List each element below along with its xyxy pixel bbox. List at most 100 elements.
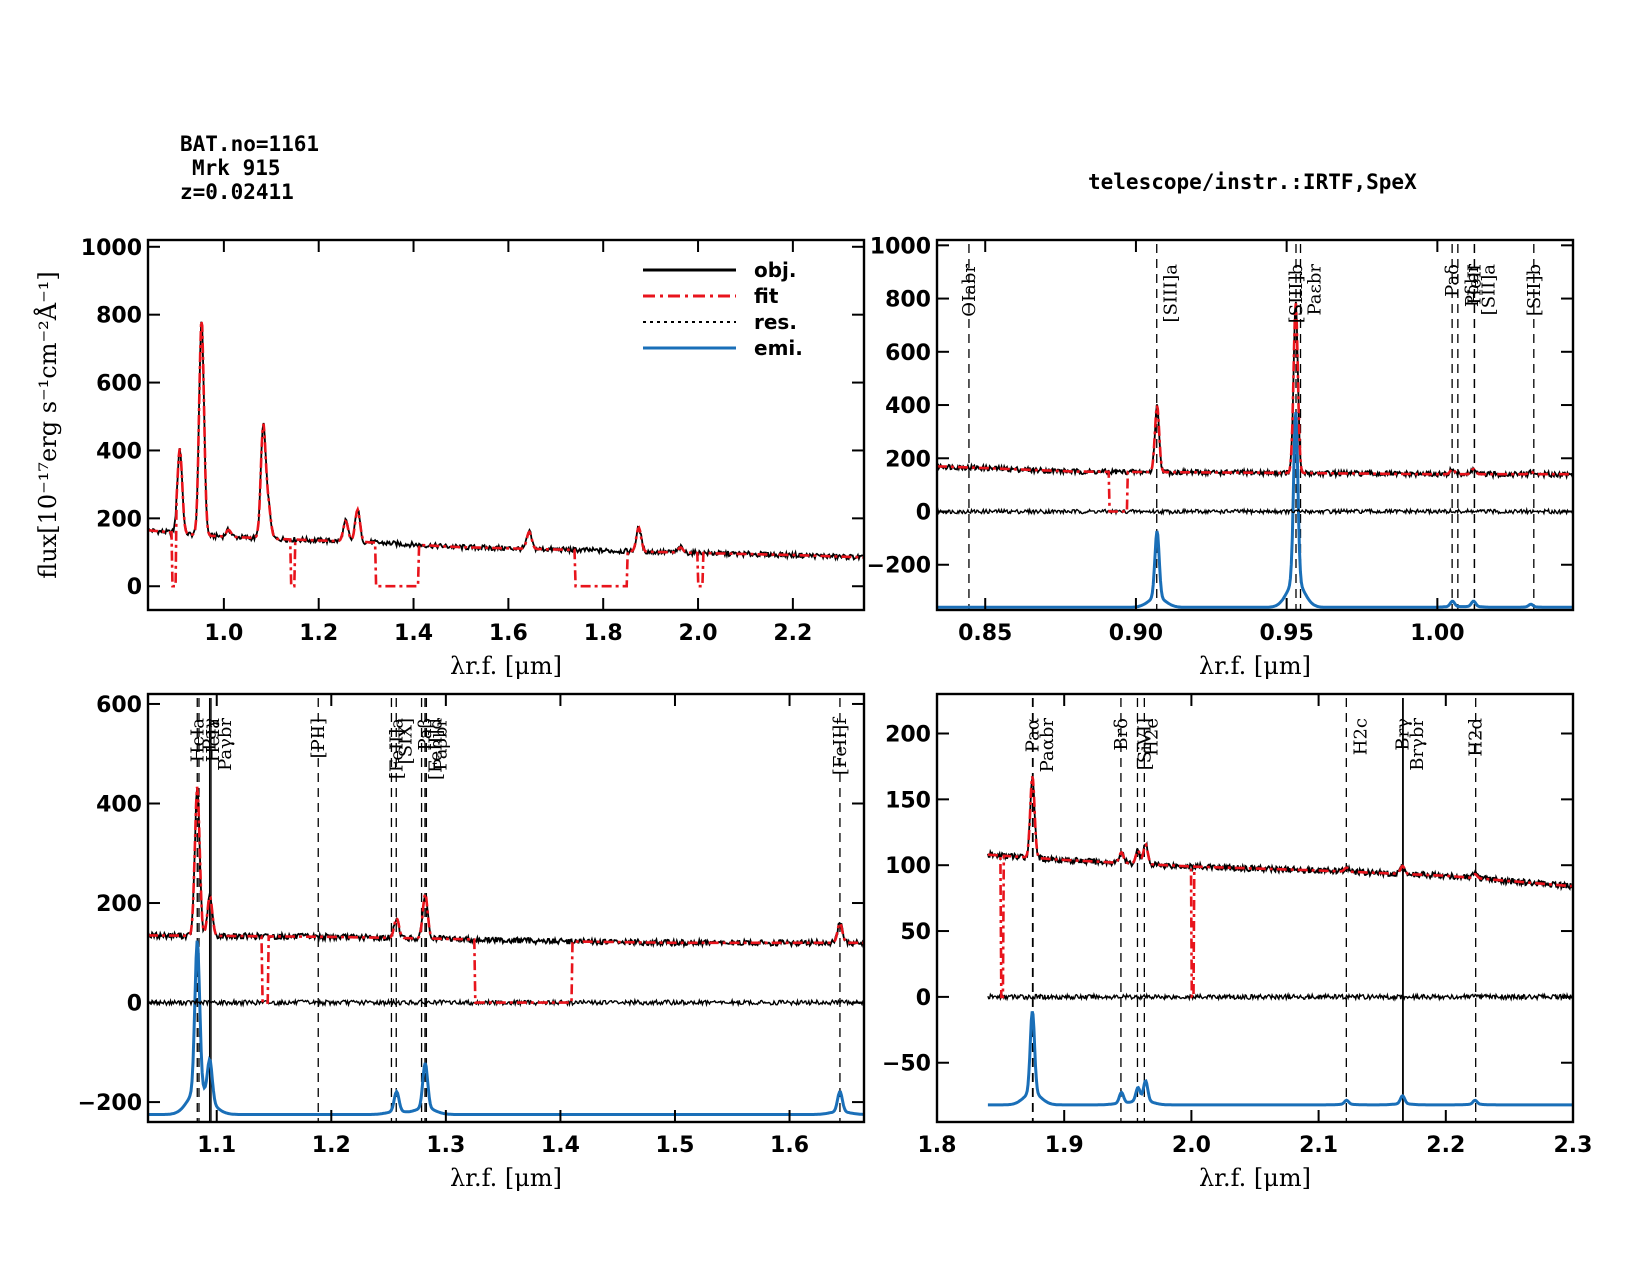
- line-label: [FeII]d: [426, 718, 447, 780]
- line-label: [PII]: [308, 718, 329, 758]
- x-tick-label: 1.4: [541, 1133, 580, 1158]
- line-label: Paβ: [415, 718, 436, 750]
- x-tick-label: 1.5: [655, 1133, 694, 1158]
- line-label: Paγ: [200, 718, 221, 751]
- y-tick-label: 0: [916, 501, 931, 526]
- y-tick-label: 100: [885, 854, 931, 879]
- line-label: Brγbr: [1407, 718, 1428, 771]
- line-label: [SIII]a: [1161, 264, 1182, 323]
- line-label: HeIa: [187, 718, 208, 762]
- y-tick-label: 1000: [81, 236, 142, 261]
- y-tick-label: 0: [127, 575, 142, 600]
- line-label: H2d: [1466, 718, 1487, 757]
- object-spectrum: [937, 301, 1573, 481]
- object-spectrum: [987, 775, 1573, 892]
- y-tick-label: 0: [916, 986, 931, 1011]
- line-label: [SII]b: [1524, 264, 1545, 316]
- plot-area: [148, 698, 864, 1122]
- x-tick-label: 2.0: [679, 621, 718, 646]
- y-tick-label: −50: [882, 1052, 931, 1077]
- x-tick-label: 1.4: [394, 621, 433, 646]
- line-label: Brδ: [1111, 718, 1132, 751]
- y-tick-label: 600: [885, 341, 931, 366]
- y-tick-label: 400: [96, 439, 142, 464]
- x-tick-label: 2.1: [1299, 1133, 1338, 1158]
- panel-bottom-left: 1.1 1.2 1.3 1.4 1.5 1.6 −200 0 200 400 600 λr.f. [μ…: [78, 692, 866, 1192]
- line-label: HeII: [1464, 264, 1485, 305]
- x-tick-label: 1.8: [584, 621, 623, 646]
- panel-top-left: 1.0 1.2 1.4 1.6 1.8 2.0 2.2 0 200 400 600 800 1000 λr…: [33, 236, 866, 680]
- fit-spectrum: [148, 320, 864, 588]
- fit-spectrum: [148, 786, 864, 1004]
- line-label: [SIII]b: [1286, 264, 1307, 323]
- plot-frame: [935, 238, 1575, 612]
- x-tick-label: 1.2: [312, 1133, 351, 1158]
- x-tick-label: 1.8: [918, 1133, 957, 1158]
- line-label: H2c: [1350, 718, 1371, 755]
- line-label: [SiVI]: [1134, 718, 1155, 770]
- redshift: z=0.02411: [180, 180, 294, 204]
- x-tick-label: 2.0: [1172, 1133, 1211, 1158]
- y-tick-label: 200: [885, 447, 931, 472]
- legend-label-fit: fit: [754, 284, 779, 308]
- x-tick-label: 2.2: [773, 621, 812, 646]
- x-tick-label: 1.1: [197, 1133, 236, 1158]
- y-tick-label: 600: [96, 693, 142, 718]
- line-label: Paεbr: [1305, 264, 1326, 316]
- line-label: [SIX]: [395, 718, 416, 764]
- y-axis-label: flux[10⁻¹⁷erg s⁻¹cm⁻²Å⁻¹]: [33, 271, 62, 579]
- line-label: HeIa: [203, 718, 224, 762]
- plot-frame: [146, 692, 866, 1124]
- plot-area: [987, 698, 1573, 1122]
- emission-components: [937, 411, 1573, 609]
- y-tick-label: 200: [96, 892, 142, 917]
- line-label: Pδbr: [1462, 264, 1483, 307]
- line-label: Paγbr: [215, 718, 236, 771]
- legend-label-res: res.: [754, 310, 797, 334]
- plot-area: [148, 320, 864, 588]
- y-tick-label: 200: [96, 507, 142, 532]
- line-label: Paαbr: [1037, 718, 1058, 773]
- y-tick-label: 400: [885, 394, 931, 419]
- object-spectrum: [148, 787, 864, 949]
- y-tick-label: 1000: [870, 234, 931, 259]
- residual-spectrum: [987, 991, 1573, 1002]
- legend-label-obj: obj.: [754, 258, 797, 282]
- y-tick-label: 800: [885, 288, 931, 313]
- legend-label-emi: emi.: [754, 336, 803, 360]
- x-axis-label: λr.f. [μm]: [450, 652, 562, 680]
- y-tick-label: 200: [885, 723, 931, 748]
- line-label: [FeII]a: [386, 718, 407, 779]
- emission-components: [987, 1011, 1573, 1107]
- line-label: [SII]a: [1478, 264, 1499, 316]
- x-tick-label: 1.3: [426, 1133, 465, 1158]
- x-tick-label: 0.95: [1260, 621, 1314, 646]
- object-name: Mrk 915: [192, 156, 281, 180]
- fit-spectrum: [987, 776, 1573, 999]
- bat-number: BAT.no=1161: [180, 132, 320, 156]
- line-label: [FeII]f: [830, 717, 851, 775]
- x-tick-label: 1.2: [299, 621, 338, 646]
- x-tick-label: 0.90: [1109, 621, 1163, 646]
- plot-frame: [935, 692, 1575, 1124]
- line-label: Paδ: [1442, 264, 1463, 297]
- x-tick-label: 2.2: [1426, 1133, 1465, 1158]
- x-tick-label: 1.00: [1410, 621, 1464, 646]
- line-label: Paα: [1023, 718, 1044, 752]
- x-axis-label: λr.f. [μm]: [450, 1164, 562, 1192]
- x-tick-label: 1.0: [204, 621, 243, 646]
- x-tick-label: 1.9: [1045, 1133, 1084, 1158]
- y-tick-label: 50: [900, 920, 931, 945]
- telescope-instrument: telescope/instr.:IRTF,SpeX: [1088, 170, 1417, 194]
- line-label: Brγ: [1393, 718, 1414, 751]
- line-label: Paβbr: [430, 718, 451, 771]
- x-axis-label: λr.f. [μm]: [1199, 652, 1311, 680]
- x-tick-label: 1.6: [489, 621, 528, 646]
- x-tick-label: 0.85: [958, 621, 1012, 646]
- emission-components: [148, 940, 864, 1116]
- plot-area: [937, 244, 1573, 610]
- x-axis-label: λr.f. [μm]: [1199, 1164, 1311, 1192]
- y-tick-label: 600: [96, 372, 142, 397]
- panel-top-right: 0.85 0.90 0.95 1.00 −200 0 200 400 600 800 1000 λr.…: [867, 234, 1575, 680]
